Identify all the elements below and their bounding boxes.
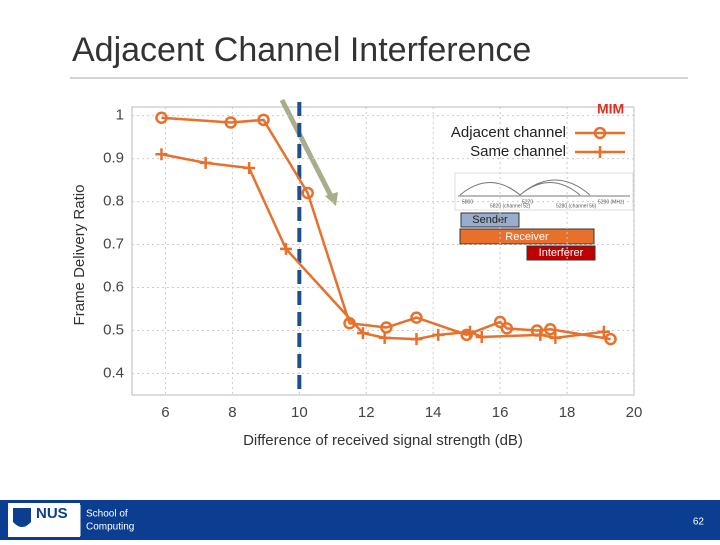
- sender-box: [460, 212, 520, 228]
- legend-title: MIM: [597, 101, 624, 117]
- y-axis-label: Frame Delivery Ratio: [71, 185, 88, 326]
- inset-label: 5280 (channel 56): [556, 203, 597, 209]
- y-tick-label: 0.5: [103, 321, 124, 338]
- marker: [279, 242, 292, 255]
- y-tick-label: 0.6: [103, 279, 124, 296]
- inset-label: 5290 (MHz): [598, 199, 624, 205]
- inset-label: 5820 (channel 52): [490, 203, 531, 209]
- x-tick-label: 8: [228, 404, 236, 421]
- legend-label: Same channel: [470, 143, 566, 160]
- marker: [199, 156, 212, 169]
- marker: [224, 116, 237, 129]
- slide-title: Adjacent Channel Interference: [72, 31, 531, 69]
- x-axis-label: Difference of received signal strength (…: [243, 432, 523, 449]
- y-tick-label: 0.7: [103, 236, 124, 253]
- marker: [410, 333, 423, 346]
- marker: [432, 328, 445, 341]
- x-tick-label: 14: [425, 404, 442, 421]
- interferer-box: [526, 245, 596, 261]
- marker: [544, 322, 557, 336]
- school-line-2: Computing: [86, 522, 134, 533]
- marker: [378, 331, 391, 344]
- inset-label: 5270: [522, 199, 533, 205]
- page-number: 62: [693, 517, 705, 528]
- marker: [593, 126, 607, 140]
- marker: [243, 162, 256, 175]
- inset: [454, 172, 634, 211]
- logo-crest: [13, 508, 31, 527]
- inset-label: 5800: [462, 199, 473, 205]
- marker: [500, 322, 514, 335]
- inset-frame: [454, 172, 634, 211]
- marker: [597, 325, 610, 338]
- arrow: [279, 98, 336, 202]
- marker: [594, 146, 606, 158]
- sender-label: Sender: [472, 214, 508, 226]
- y-tick-label: 0.8: [103, 193, 124, 210]
- x-tick-label: 12: [358, 404, 375, 421]
- marker: [155, 148, 168, 161]
- y-tick-label: 0.9: [103, 150, 124, 167]
- series-line: [161, 116, 611, 341]
- marker: [257, 113, 270, 127]
- y-tick-label: 1: [116, 107, 124, 124]
- marker: [155, 111, 168, 124]
- x-tick-label: 6: [161, 404, 169, 421]
- x-tick-label: 16: [492, 404, 509, 421]
- school-line-1: School of: [86, 509, 128, 520]
- marker: [356, 327, 369, 340]
- receiver-box: [459, 228, 595, 245]
- x-tick-label: 18: [559, 404, 576, 421]
- marker: [549, 331, 562, 344]
- marker: [464, 325, 477, 338]
- marker: [604, 332, 617, 346]
- marker: [380, 321, 393, 334]
- x-tick-label: 20: [626, 404, 643, 421]
- marker: [301, 186, 314, 200]
- y-tick-label: 0.4: [103, 364, 124, 381]
- marker: [460, 328, 473, 342]
- marker: [534, 328, 547, 341]
- inset-curves: [459, 179, 591, 196]
- arrow-head: [325, 192, 338, 206]
- footer-bar: [0, 500, 720, 540]
- x-tick-label: 10: [291, 404, 308, 421]
- receiver-label: Receiver: [505, 231, 549, 243]
- marker: [410, 311, 423, 324]
- plot-frame: [131, 106, 635, 396]
- logo-text: NUS: [36, 505, 68, 522]
- marker: [493, 315, 507, 329]
- legend-label: Adjacent channel: [451, 124, 566, 141]
- marker: [475, 330, 488, 343]
- interferer-label: Interferer: [539, 247, 584, 259]
